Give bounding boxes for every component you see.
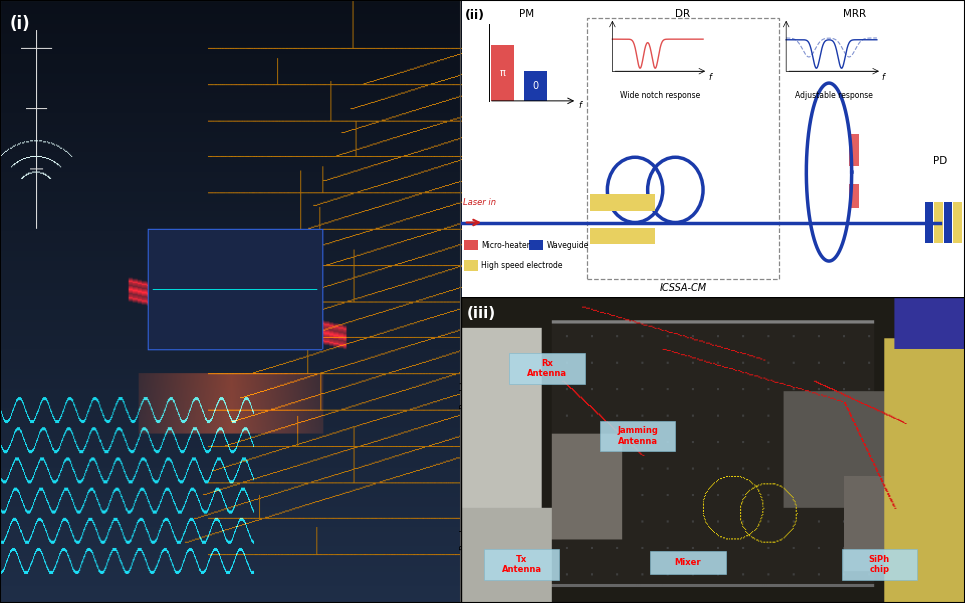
Bar	[663, 385, 681, 450]
Bar	[924, 202, 933, 243]
Bar	[614, 401, 631, 450]
Text: High speed electrode: High speed electrode	[482, 261, 563, 270]
Bar	[640, 532, 658, 591]
Bar	[590, 228, 655, 244]
Bar	[489, 376, 508, 450]
FancyBboxPatch shape	[600, 421, 676, 452]
FancyBboxPatch shape	[483, 549, 560, 580]
Text: RF domain: RF domain	[917, 431, 951, 435]
Bar	[491, 45, 514, 101]
Text: f: f	[882, 73, 885, 82]
Text: Waveguide: Waveguide	[547, 241, 590, 250]
Text: π: π	[500, 68, 506, 78]
Text: Micro-heater: Micro-heater	[482, 241, 531, 250]
Text: f: f	[681, 458, 684, 467]
Text: (c): (c)	[818, 304, 836, 314]
Text: f: f	[571, 458, 574, 467]
Bar	[849, 133, 859, 166]
Bar	[529, 240, 543, 250]
Text: f: f	[809, 458, 812, 467]
Text: Rejection ratio reconfigurability: Rejection ratio reconfigurability	[835, 314, 946, 320]
Text: Optical domain: Optical domain	[823, 576, 870, 581]
Bar	[849, 184, 859, 207]
Bar	[944, 202, 952, 243]
Text: f: f	[571, 599, 574, 603]
Bar	[934, 202, 943, 243]
Text: ICSSA-CM: ICSSA-CM	[659, 283, 706, 292]
Text: PD: PD	[933, 156, 947, 166]
FancyBboxPatch shape	[650, 551, 726, 574]
Text: (ii): (ii)	[465, 9, 485, 22]
Text: f: f	[809, 599, 812, 603]
Text: f: f	[681, 599, 684, 603]
Bar	[476, 361, 585, 465]
Text: f: f	[877, 561, 879, 570]
Bar	[489, 511, 508, 591]
Text: f: f	[962, 561, 965, 570]
Text: (iii): (iii)	[466, 306, 495, 321]
Text: Mixer: Mixer	[675, 558, 702, 567]
Text: f: f	[877, 415, 879, 425]
Bar	[464, 260, 478, 271]
Bar	[953, 202, 962, 243]
Text: iii: iii	[758, 306, 766, 316]
Bar	[464, 240, 478, 250]
Bar	[518, 422, 536, 450]
Text: DR: DR	[676, 9, 691, 19]
Text: RF domain: RF domain	[917, 576, 951, 581]
Bar	[817, 453, 963, 588]
FancyBboxPatch shape	[841, 549, 917, 580]
Bar	[599, 361, 695, 465]
Text: Wide notch response: Wide notch response	[620, 91, 701, 100]
Text: f: f	[578, 101, 581, 110]
Text: MRR: MRR	[842, 9, 866, 19]
Bar	[640, 370, 658, 450]
Text: 0: 0	[533, 81, 538, 91]
Bar	[599, 502, 695, 603]
Text: Bandstop: Bandstop	[459, 368, 469, 408]
FancyBboxPatch shape	[510, 353, 585, 384]
Text: Laser in: Laser in	[463, 198, 496, 207]
Text: Adjustable response: Adjustable response	[795, 91, 873, 100]
Bar	[663, 532, 681, 591]
Bar	[817, 309, 963, 444]
Text: Tx
Antenna: Tx Antenna	[502, 555, 541, 575]
Text: f: f	[962, 415, 965, 425]
Bar	[476, 502, 585, 603]
Text: S21: S21	[957, 335, 965, 341]
Text: S21: S21	[957, 481, 965, 487]
Text: (i): (i)	[10, 15, 30, 33]
Text: PM: PM	[519, 9, 535, 19]
Text: Jamming
Antenna: Jamming Antenna	[618, 426, 658, 446]
Text: Rx
Antenna: Rx Antenna	[527, 359, 566, 378]
Bar	[614, 511, 631, 591]
Bar	[524, 71, 547, 101]
Text: Bandpass: Bandpass	[459, 509, 469, 550]
Text: f: f	[708, 73, 711, 82]
Text: (b): (b)	[465, 304, 482, 314]
Text: Optical domain: Optical domain	[823, 431, 870, 435]
Text: Bandwidth reconfigurability: Bandwidth reconfigurability	[841, 458, 939, 464]
Bar	[590, 194, 655, 210]
Bar	[826, 367, 853, 413]
Text: i: i	[531, 306, 534, 316]
Text: ii: ii	[653, 306, 659, 316]
Text: SiPh
chip: SiPh chip	[868, 555, 890, 575]
